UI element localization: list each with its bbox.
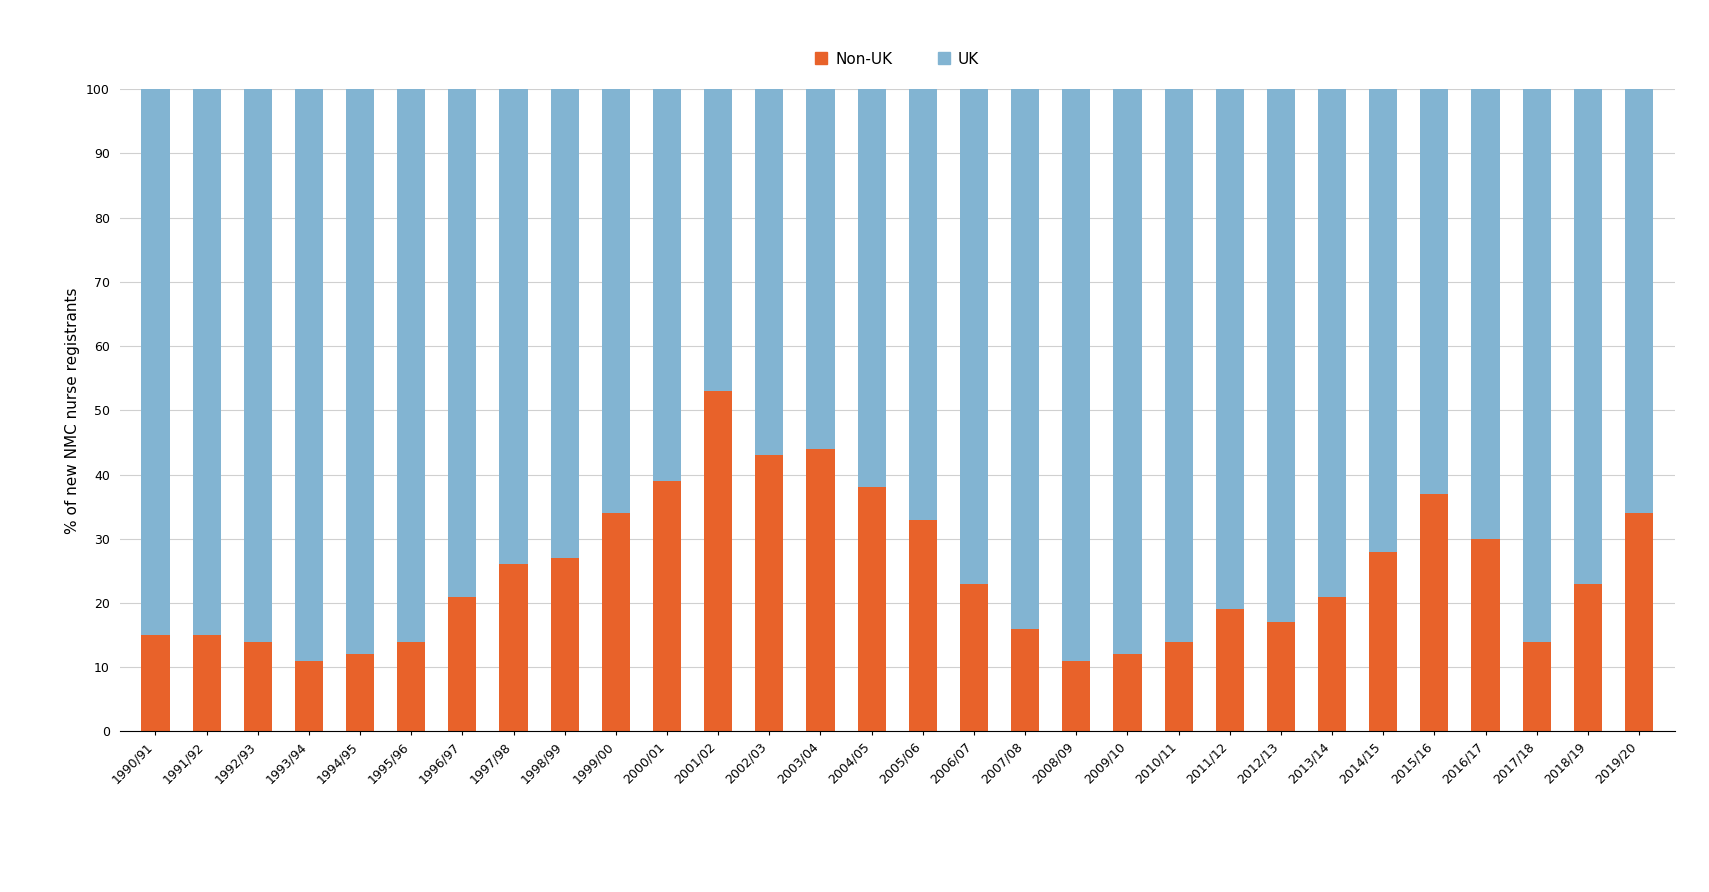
Bar xyxy=(960,583,988,731)
Bar xyxy=(1266,89,1295,623)
Bar xyxy=(1266,623,1295,731)
Bar xyxy=(193,89,220,635)
Bar xyxy=(1523,641,1550,731)
Bar xyxy=(807,89,834,449)
Bar xyxy=(1318,89,1347,597)
Bar xyxy=(909,519,937,731)
Bar xyxy=(1113,89,1142,655)
Bar xyxy=(1113,655,1142,731)
Bar xyxy=(858,89,885,487)
Bar xyxy=(653,481,682,731)
Bar xyxy=(142,635,169,731)
Bar xyxy=(296,89,323,661)
Bar xyxy=(1574,583,1601,731)
Bar xyxy=(1369,89,1398,551)
Bar xyxy=(858,487,885,731)
Bar xyxy=(448,89,477,597)
Bar xyxy=(296,661,323,731)
Bar xyxy=(1574,89,1601,583)
Bar xyxy=(1012,629,1039,731)
Legend: Non-UK, UK: Non-UK, UK xyxy=(808,45,986,72)
Bar xyxy=(193,635,220,731)
Bar xyxy=(499,89,528,565)
Bar xyxy=(1369,551,1398,731)
Bar xyxy=(396,89,426,641)
Bar xyxy=(1471,539,1499,731)
Bar xyxy=(396,641,426,731)
Bar xyxy=(1215,89,1244,609)
Bar xyxy=(244,641,272,731)
Bar xyxy=(653,89,682,481)
Bar xyxy=(1420,494,1449,731)
Bar xyxy=(1318,597,1347,731)
Bar xyxy=(1164,89,1193,641)
Bar xyxy=(499,565,528,731)
Bar xyxy=(142,89,169,635)
Bar xyxy=(807,449,834,731)
Bar xyxy=(960,89,988,583)
Bar xyxy=(1215,609,1244,731)
Bar xyxy=(704,391,731,731)
Bar xyxy=(1063,89,1090,661)
Bar xyxy=(1012,89,1039,629)
Y-axis label: % of new NMC nurse registrants: % of new NMC nurse registrants xyxy=(65,287,80,533)
Bar xyxy=(602,513,631,731)
Bar xyxy=(345,89,374,655)
Bar xyxy=(1625,89,1653,513)
Bar xyxy=(345,655,374,731)
Bar xyxy=(1471,89,1499,539)
Bar xyxy=(244,89,272,641)
Bar xyxy=(1625,513,1653,731)
Bar xyxy=(1164,641,1193,731)
Bar xyxy=(1523,89,1550,641)
Bar xyxy=(550,558,579,731)
Bar xyxy=(755,89,783,455)
Bar xyxy=(1420,89,1449,494)
Bar xyxy=(602,89,631,513)
Bar xyxy=(909,89,937,519)
Bar xyxy=(550,89,579,558)
Bar xyxy=(755,455,783,731)
Bar xyxy=(704,89,731,391)
Bar xyxy=(1063,661,1090,731)
Bar xyxy=(448,597,477,731)
